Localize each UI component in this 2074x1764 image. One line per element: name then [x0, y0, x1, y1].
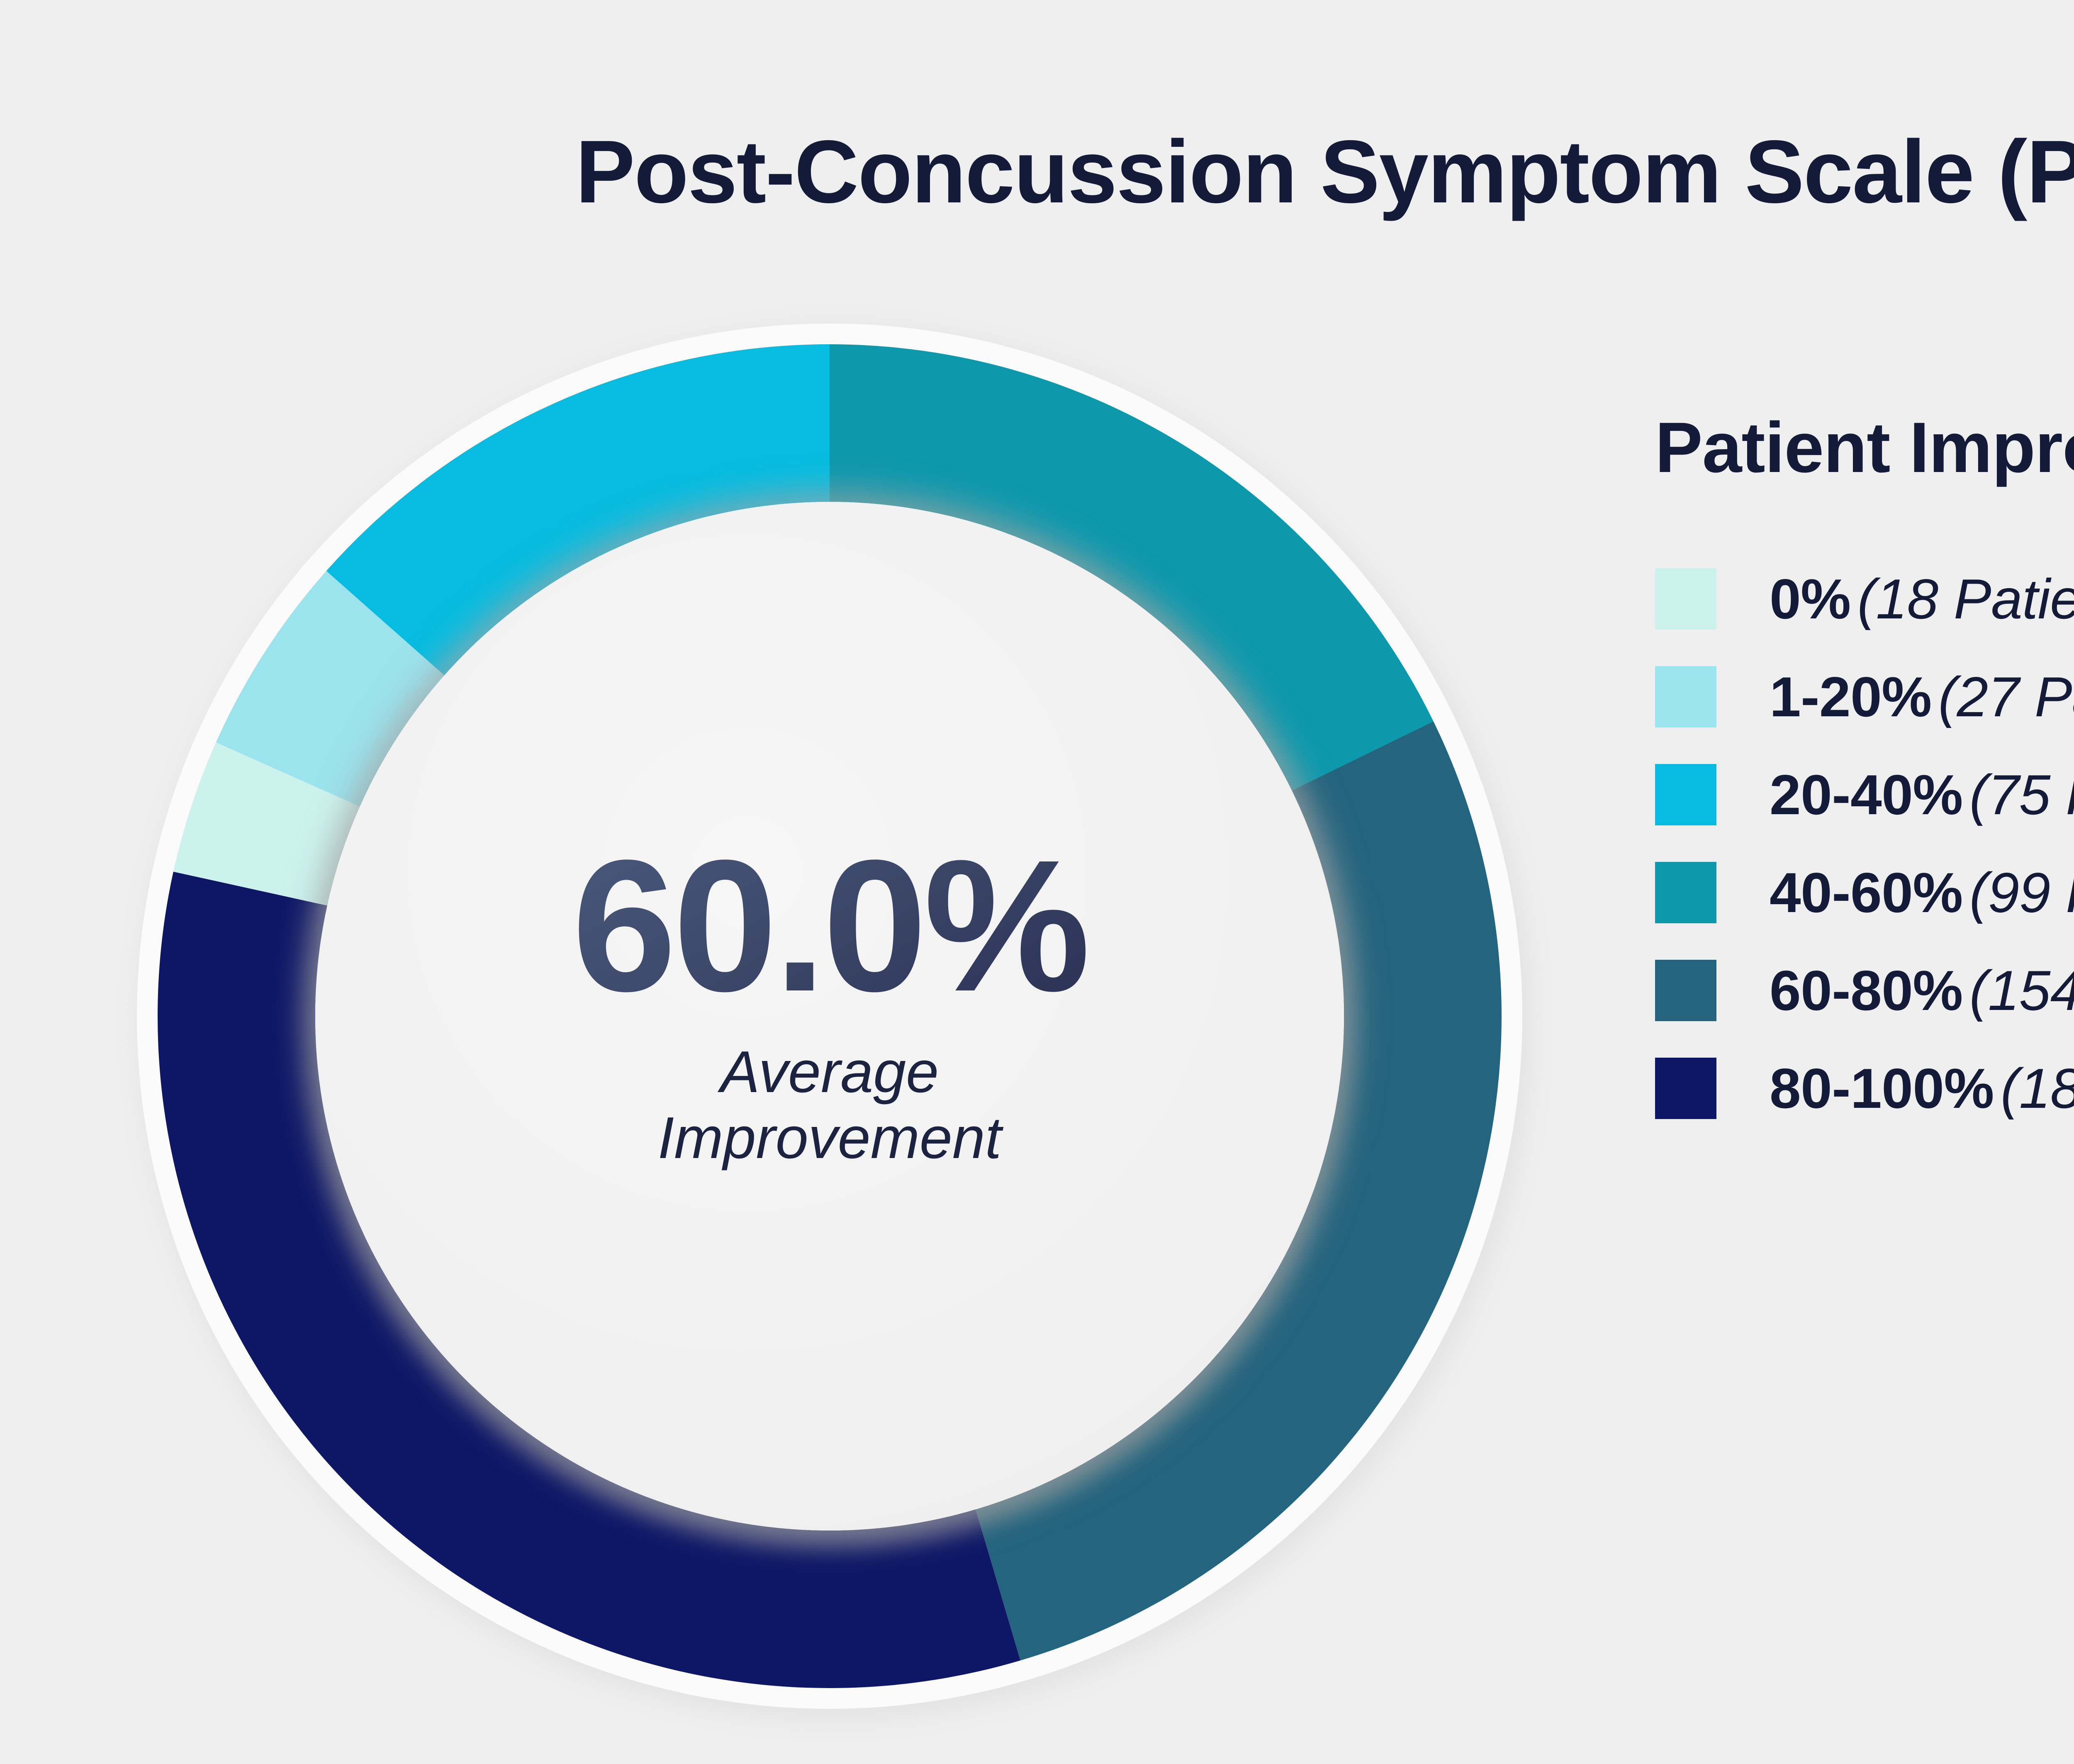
legend-item[interactable]: 80-100%(184 Patients)	[1655, 1039, 2074, 1137]
average-improvement-caption: Average Improvement	[658, 1039, 1002, 1171]
donut-slice-1to20[interactable]	[216, 571, 445, 807]
caption-line-1: Average	[720, 1039, 939, 1105]
legend-item-label: 60-80%(154 Patients)	[1770, 958, 2074, 1023]
legend-item-count: (154 Patients)	[1969, 959, 2074, 1022]
caption-line-2: Improvement	[657, 1105, 1002, 1171]
legend-heading: Patient Improvement	[1655, 408, 2074, 487]
legend-color-swatch	[1655, 960, 1716, 1021]
legend-item[interactable]: 20-40%(75 Patients)	[1655, 746, 2074, 844]
donut-slices	[157, 344, 1502, 1688]
legend-item-count: (27 Patients)	[1938, 665, 2074, 728]
legend-item-range: 60-80%	[1770, 959, 1963, 1022]
legend-item-count: (99 Patients)	[1969, 861, 2074, 924]
legend-item-range: 80-100%	[1770, 1057, 1994, 1120]
legend-item-label: 20-40%(75 Patients)	[1770, 762, 2074, 827]
legend-color-swatch	[1655, 666, 1716, 727]
legend-item-range: 0%	[1770, 567, 1851, 630]
legend-color-swatch	[1655, 1058, 1716, 1119]
legend-item-label: 40-60%(99 Patients)	[1770, 860, 2074, 925]
legend-items: 0%(18 Patients)1-20%(27 Patients)20-40%(…	[1655, 550, 2074, 1137]
legend-color-swatch	[1655, 764, 1716, 825]
legend-item-count: (75 Patients)	[1969, 763, 2074, 826]
donut-slice-0[interactable]	[173, 742, 360, 906]
donut-center-content: 60.0% Average Improvement	[315, 502, 1344, 1530]
legend-item-range: 20-40%	[1770, 763, 1963, 826]
legend-item-count: (18 Patients)	[1857, 567, 2074, 630]
legend-item[interactable]: 40-60%(99 Patients)	[1655, 844, 2074, 942]
donut-slice-80to100[interactable]	[157, 871, 1020, 1688]
legend-item-range: 40-60%	[1770, 861, 1963, 924]
donut-slice-20to40[interactable]	[326, 344, 830, 676]
legend-item-label: 0%(18 Patients)	[1770, 567, 2074, 631]
legend-item-range: 1-20%	[1770, 665, 1932, 728]
donut-slice-60to80[interactable]	[975, 721, 1502, 1661]
legend-color-swatch	[1655, 862, 1716, 923]
legend-item-label: 80-100%(184 Patients)	[1770, 1056, 2074, 1121]
donut-chart: 60.0% Average Improvement	[137, 324, 1533, 1721]
legend-item-count: (184 Patients)	[2000, 1057, 2074, 1120]
legend-item[interactable]: 0%(18 Patients)	[1655, 550, 2074, 648]
legend-item-label: 1-20%(27 Patients)	[1770, 664, 2074, 729]
legend-color-swatch	[1655, 568, 1716, 630]
legend-item[interactable]: 60-80%(154 Patients)	[1655, 942, 2074, 1039]
legend-item[interactable]: 1-20%(27 Patients)	[1655, 648, 2074, 746]
page-title: Post-Concussion Symptom Scale (PCSS)	[575, 122, 2074, 221]
donut-center-hole: 60.0% Average Improvement	[315, 502, 1344, 1530]
legend: Patient Improvement 0%(18 Patients) 1-20%…	[1655, 406, 2074, 1137]
average-improvement-value: 60.0%	[572, 821, 1091, 1031]
donut-slice-40to60[interactable]	[830, 344, 1434, 791]
